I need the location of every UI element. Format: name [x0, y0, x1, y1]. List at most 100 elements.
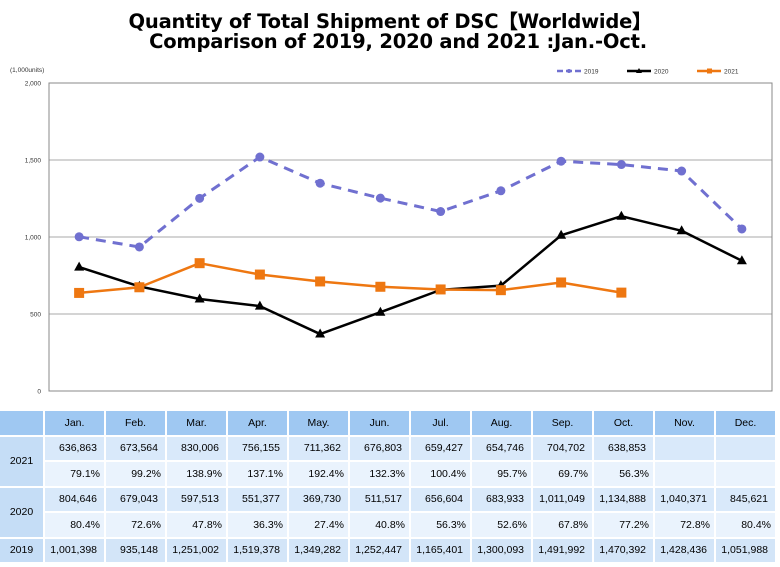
line-chart: (1,000units) 2019 2020 2021 0 500 1,000 1,500…: [10, 67, 773, 396]
legend-label: 2020: [654, 69, 669, 76]
data-point-2021: [616, 287, 627, 298]
table-cell-value: 656,604: [411, 487, 470, 511]
data-point-2020: [616, 210, 627, 220]
table-cell-value: 1,252,447: [350, 538, 409, 562]
table-corner-cell: [0, 411, 43, 435]
data-point-2020: [74, 261, 85, 271]
series-line-2021: [79, 261, 622, 295]
table-cell-percent: 52.6%: [472, 513, 531, 537]
table-cell-value: 1,349,282: [289, 538, 348, 562]
table-row-2021-percent: 79.1% 99.2% 138.9% 137.1% 192.4% 132.3% 100.4%…: [0, 462, 775, 486]
table-cell-percent: 77.2%: [594, 513, 653, 537]
table-row-2021-values: 2021 636,863 673,564 830,006 756,155 711,362 6…: [0, 436, 775, 486]
table-cell-percent: 99.2%: [106, 462, 165, 486]
data-point-2021: [375, 281, 386, 292]
y-axis-unit-label: (1,000units): [10, 67, 44, 74]
series-2019: [74, 152, 747, 252]
column-header-month: Sep.: [533, 411, 592, 435]
series-group: [74, 152, 747, 338]
table-cell-value: 676,803: [350, 436, 409, 460]
column-header-month: May.: [289, 411, 348, 435]
table-cell-percent: 72.6%: [106, 513, 165, 537]
data-point-2019: [616, 160, 626, 170]
table-cell-percent: 79.1%: [45, 462, 104, 486]
legend-item-2020: 2020: [627, 68, 669, 76]
table-cell-percent: 80.4%: [716, 513, 775, 537]
table-cell-value: 1,134,888: [594, 487, 653, 511]
table-cell-percent: 72.8%: [655, 513, 714, 537]
legend: 2019 2020 2021: [557, 68, 739, 76]
table-cell-value: 935,148: [106, 538, 165, 562]
table-cell-percent: [655, 462, 714, 486]
row-header-year: 2020: [0, 487, 43, 537]
data-point-2019: [375, 193, 385, 203]
data-point-2021: [134, 282, 145, 293]
data-point-2021: [556, 277, 567, 288]
table-cell-value: 1,051,988: [716, 538, 775, 562]
table-cell-percent: 192.4%: [289, 462, 348, 486]
table-header-row: Jan. Feb. Mar. Apr. May. Jun. Jul. Aug. Sep. Oct.…: [0, 411, 775, 435]
column-header-month: Jul.: [411, 411, 470, 435]
table-cell-value: [716, 436, 775, 460]
data-point-2019: [556, 156, 566, 166]
table-cell-value: 1,300,093: [472, 538, 531, 562]
legend-label: 2021: [724, 69, 739, 76]
data-point-2019: [677, 166, 687, 176]
legend-marker-swatch: [636, 68, 642, 73]
table-cell-value: 1,519,378: [228, 538, 287, 562]
row-header-year: 2019: [0, 538, 43, 562]
table-cell-value: 1,470,392: [594, 538, 653, 562]
table-cell-value: 597,513: [167, 487, 226, 511]
table-cell-percent: 80.4%: [45, 513, 104, 537]
table-cell-value: 369,730: [289, 487, 348, 511]
data-point-2020: [736, 255, 747, 265]
table-cell-value: 845,621: [716, 487, 775, 511]
table-cell-value: 511,517: [350, 487, 409, 511]
data-point-2019: [134, 242, 144, 252]
table-row-2020-values: 2020 804,646 679,043 597,513 551,377 369,730 5…: [0, 487, 775, 537]
data-point-2020: [254, 300, 265, 310]
table-cell-percent: 132.3%: [350, 462, 409, 486]
table-cell-value: 830,006: [167, 436, 226, 460]
y-tick-label: 2,000: [25, 81, 42, 88]
table-cell-percent: 69.7%: [533, 462, 592, 486]
table-cell-percent: 56.3%: [411, 513, 470, 537]
column-header-month: Oct.: [594, 411, 653, 435]
table-cell-value: 679,043: [106, 487, 165, 511]
table-cell-percent: 95.7%: [472, 462, 531, 486]
table-cell-value: 673,564: [106, 436, 165, 460]
y-tick-label: 1,500: [25, 158, 42, 165]
data-point-2020: [676, 225, 687, 235]
chart-title-line-1: Quantity of Total Shipment of DSC【Worldw…: [128, 10, 652, 33]
data-point-2019: [74, 232, 84, 242]
plot-area-border: [48, 82, 773, 392]
y-tick-label: 0: [37, 389, 41, 396]
data-table: Jan. Feb. Mar. Apr. May. Jun. Jul. Aug. Sep. Oct.…: [0, 409, 777, 564]
column-header-month: Feb.: [106, 411, 165, 435]
data-point-2020: [556, 229, 567, 239]
table-cell-value: 756,155: [228, 436, 287, 460]
series-2021: [74, 258, 627, 298]
series-line-2019: [78, 155, 743, 249]
table-row-2020-percent: 80.4% 72.6% 47.8% 36.3% 27.4% 40.8% 56.3% 52.6%…: [0, 513, 775, 537]
data-point-2019: [315, 178, 325, 188]
series-line-2020: [78, 214, 743, 336]
data-point-2020: [375, 306, 386, 316]
table-cell-percent: [716, 462, 775, 486]
data-point-2019: [195, 193, 205, 203]
data-point-2020: [315, 328, 326, 338]
table-cell-value: [655, 436, 714, 460]
chart-title-line-2: Comparison of 2019, 2020 and 2021 :Jan.-…: [149, 30, 647, 53]
table-cell-value: 659,427: [411, 436, 470, 460]
table-cell-value: 1,428,436: [655, 538, 714, 562]
data-point-2021: [315, 276, 326, 287]
table-cell-value: 654,746: [472, 436, 531, 460]
table-cell-percent: 138.9%: [167, 462, 226, 486]
table-cell-percent: 100.4%: [411, 462, 470, 486]
legend-marker-swatch: [567, 69, 571, 73]
column-header-month: Mar.: [167, 411, 226, 435]
column-header-month: Jun.: [350, 411, 409, 435]
y-tick-label: 1,000: [25, 235, 42, 242]
table-cell-percent: 27.4%: [289, 513, 348, 537]
table-cell-percent: 40.8%: [350, 513, 409, 537]
